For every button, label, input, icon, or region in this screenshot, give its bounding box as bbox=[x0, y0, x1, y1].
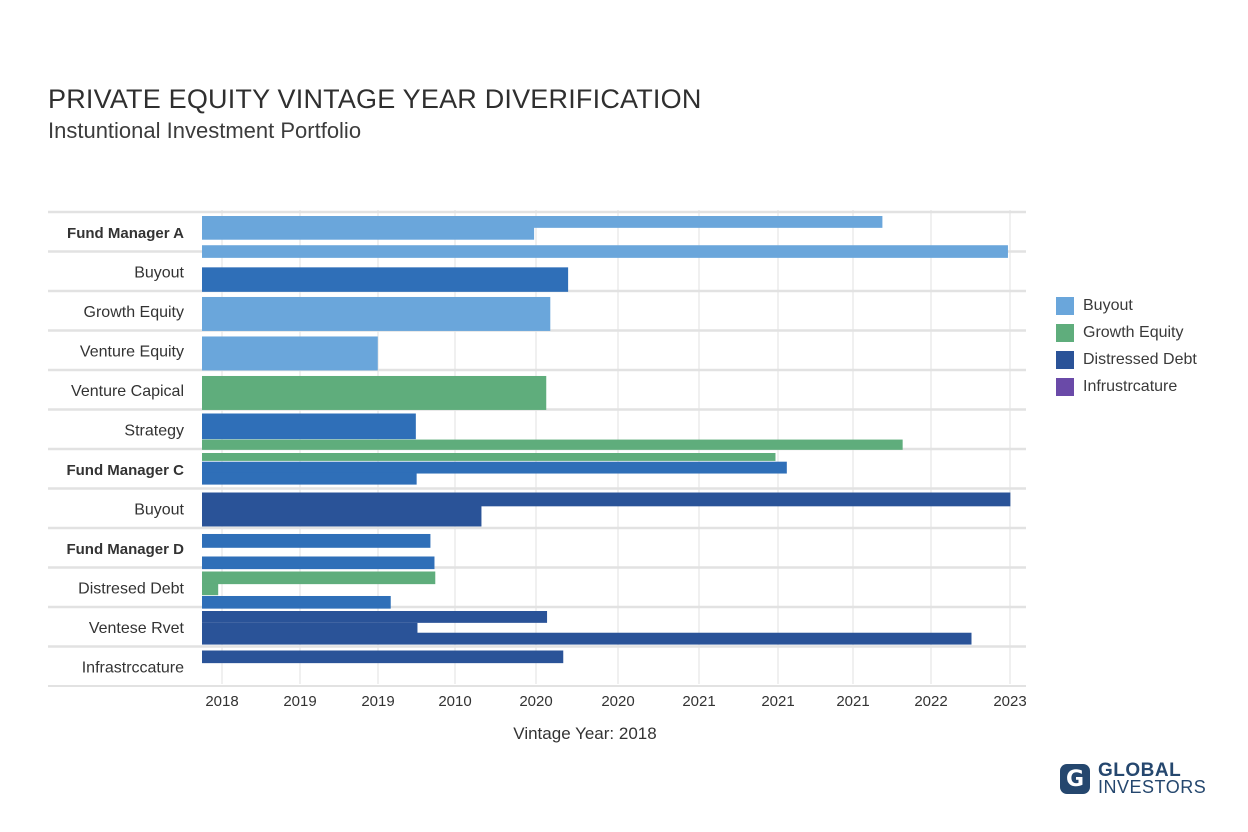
legend: Buyout Growth Equity Distressed Debt Inf… bbox=[1056, 292, 1197, 400]
legend-item-infrastructure[interactable]: Infrustrcature bbox=[1056, 373, 1197, 400]
category-label: Buyout bbox=[134, 264, 184, 281]
x-tick-label: 2020 bbox=[601, 693, 634, 710]
x-tick-label: 2019 bbox=[283, 693, 316, 710]
legend-swatch-distressed-debt bbox=[1056, 350, 1074, 369]
x-tick-label: 2019 bbox=[361, 693, 394, 710]
logo-g-icon: G bbox=[1060, 764, 1090, 794]
bar-distressed-debt[interactable] bbox=[202, 492, 1011, 507]
bar-growth-equity[interactable] bbox=[202, 583, 219, 596]
legend-label-distressed-debt: Distressed Debt bbox=[1083, 350, 1197, 368]
bar-distressed-debt[interactable] bbox=[202, 556, 435, 570]
legend-swatch-infrastructure bbox=[1056, 377, 1074, 396]
bar-distressed-debt[interactable] bbox=[202, 595, 391, 609]
legend-label-growth-equity: Growth Equity bbox=[1083, 323, 1184, 341]
x-tick-label: 2022 bbox=[914, 693, 947, 710]
bar-distressed-debt[interactable] bbox=[202, 461, 787, 474]
category-label: Fund Manager A bbox=[67, 225, 184, 242]
bar-buyout[interactable] bbox=[202, 336, 378, 371]
x-tick-label: 2021 bbox=[836, 693, 869, 710]
bar-distressed-debt[interactable] bbox=[202, 267, 569, 292]
x-tick-label: 2010 bbox=[438, 693, 471, 710]
legend-item-buyout[interactable]: Buyout bbox=[1056, 292, 1197, 319]
logo-line-1: GLOBAL bbox=[1098, 760, 1182, 781]
legend-label-buyout: Buyout bbox=[1083, 296, 1133, 314]
bar-distressed-debt[interactable] bbox=[202, 650, 564, 664]
category-label: Growth Equity bbox=[84, 304, 184, 321]
chart-subtitle: Instuntional Investment Portfolio bbox=[48, 118, 362, 143]
bar-distressed-debt[interactable] bbox=[202, 632, 972, 645]
x-tick-label: 2023 bbox=[993, 693, 1026, 710]
bar-distressed-debt[interactable] bbox=[202, 413, 416, 440]
bar-buyout[interactable] bbox=[202, 296, 551, 331]
legend-swatch-growth-equity bbox=[1056, 323, 1074, 342]
category-label: Fund Manager C bbox=[66, 462, 184, 479]
bar-distressed-debt[interactable] bbox=[202, 504, 482, 527]
category-label: Venture Capical bbox=[71, 383, 184, 400]
category-label: Fund Manager D bbox=[66, 541, 184, 558]
x-axis-label: Vintage Year: 2018 bbox=[513, 724, 656, 743]
category-label: Venture Equity bbox=[80, 343, 184, 360]
x-tick-label: 2020 bbox=[519, 693, 552, 710]
category-label: Buyout bbox=[134, 501, 184, 518]
category-label: Strategy bbox=[124, 422, 184, 439]
bar-growth-equity[interactable] bbox=[202, 571, 436, 585]
x-tick-label: 2018 bbox=[205, 693, 238, 710]
category-label: Ventese Rvet bbox=[89, 620, 185, 637]
category-label: Infrastrccature bbox=[82, 659, 184, 676]
legend-item-growth-equity[interactable]: Growth Equity bbox=[1056, 319, 1197, 346]
legend-label-infrastructure: Infrustrcature bbox=[1083, 377, 1178, 395]
bar-growth-equity[interactable] bbox=[202, 453, 776, 461]
chart-title: PRIVATE EQUITY VINTAGE YEAR DIVERIFICATI… bbox=[48, 84, 702, 114]
x-tick-label: 2021 bbox=[682, 693, 715, 710]
bar-buyout[interactable] bbox=[202, 227, 535, 240]
bar-distressed-debt[interactable] bbox=[202, 611, 548, 623]
logo-text: GLOBAL INVESTORS bbox=[1098, 760, 1207, 797]
category-label: Distresed Debt bbox=[78, 580, 184, 597]
x-tick-label: 2021 bbox=[761, 693, 794, 710]
bar-distressed-debt[interactable] bbox=[202, 472, 417, 485]
legend-item-distressed-debt[interactable]: Distressed Debt bbox=[1056, 346, 1197, 373]
bar-growth-equity[interactable] bbox=[202, 439, 903, 450]
bar-distressed-debt[interactable] bbox=[202, 533, 431, 548]
bar-buyout[interactable] bbox=[202, 245, 1008, 258]
legend-swatch-buyout bbox=[1056, 296, 1074, 315]
logo-line-2: INVESTORS bbox=[1098, 777, 1207, 797]
bar-buyout[interactable] bbox=[202, 216, 883, 228]
bar-growth-equity[interactable] bbox=[202, 375, 547, 410]
global-investors-logo: G GLOBAL INVESTORS bbox=[1060, 760, 1207, 797]
